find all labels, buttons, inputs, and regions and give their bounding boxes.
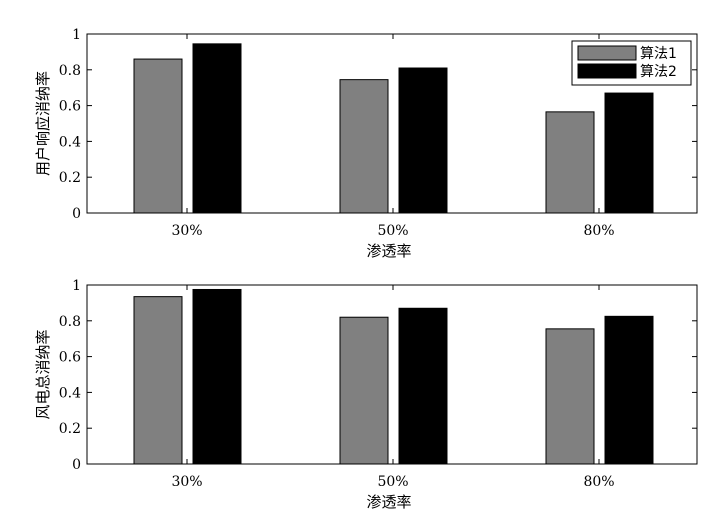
bar-2-1 xyxy=(192,288,242,465)
bar-2-2 xyxy=(398,67,448,214)
chart-panel-2: 0 0.2 0.4 0.6 0.8 1 30% 50% 80% 渗透率 风电总消纳率 xyxy=(34,278,698,511)
legend-swatch-1 xyxy=(577,45,637,61)
y-tick-label: 1 xyxy=(72,278,81,294)
bar-1-1 xyxy=(133,58,183,214)
y-axis-title: 用户响应消纳率 xyxy=(34,71,52,176)
y-tick-label: 1 xyxy=(72,27,81,43)
bar-2-2 xyxy=(398,307,448,465)
y-tick-label: 0.8 xyxy=(59,314,81,330)
x-axis-title: 渗透率 xyxy=(366,493,411,511)
legend-swatch-2 xyxy=(577,63,637,79)
y-tick-label: 0.6 xyxy=(59,350,81,366)
y-tick-label: 0 xyxy=(72,457,81,473)
bar-1-2 xyxy=(339,316,389,465)
x-tick-label: 80% xyxy=(583,474,614,490)
bar-2-1 xyxy=(192,43,242,214)
bar-2-3 xyxy=(604,315,654,465)
legend-label-2: 算法2 xyxy=(640,64,677,80)
y-tick-label: 0 xyxy=(72,206,81,222)
legend-label-1: 算法1 xyxy=(640,46,677,62)
bar-1-2 xyxy=(339,79,389,214)
x-tick-label: 30% xyxy=(171,474,202,490)
y-tick-label: 0.4 xyxy=(59,134,81,150)
plot-frame xyxy=(86,284,698,465)
bar-2-3 xyxy=(604,92,654,214)
y-tick-label: 0.2 xyxy=(59,170,81,186)
plot-frame xyxy=(86,33,698,214)
x-tick-label: 80% xyxy=(583,223,614,239)
x-tick-label: 30% xyxy=(171,223,202,239)
x-tick-label: 50% xyxy=(377,474,408,490)
y-tick-label: 0.2 xyxy=(59,421,81,437)
bar-1-1 xyxy=(133,296,183,465)
y-tick-label: 0.4 xyxy=(59,385,81,401)
bar-1-3 xyxy=(545,328,595,465)
y-axis-title: 风电总消纳率 xyxy=(34,329,52,419)
bar-1-3 xyxy=(545,111,595,214)
y-tick-label: 0.6 xyxy=(59,99,81,115)
x-axis-title: 渗透率 xyxy=(366,242,411,260)
x-tick-label: 50% xyxy=(377,223,408,239)
y-tick-label: 0.8 xyxy=(59,63,81,79)
